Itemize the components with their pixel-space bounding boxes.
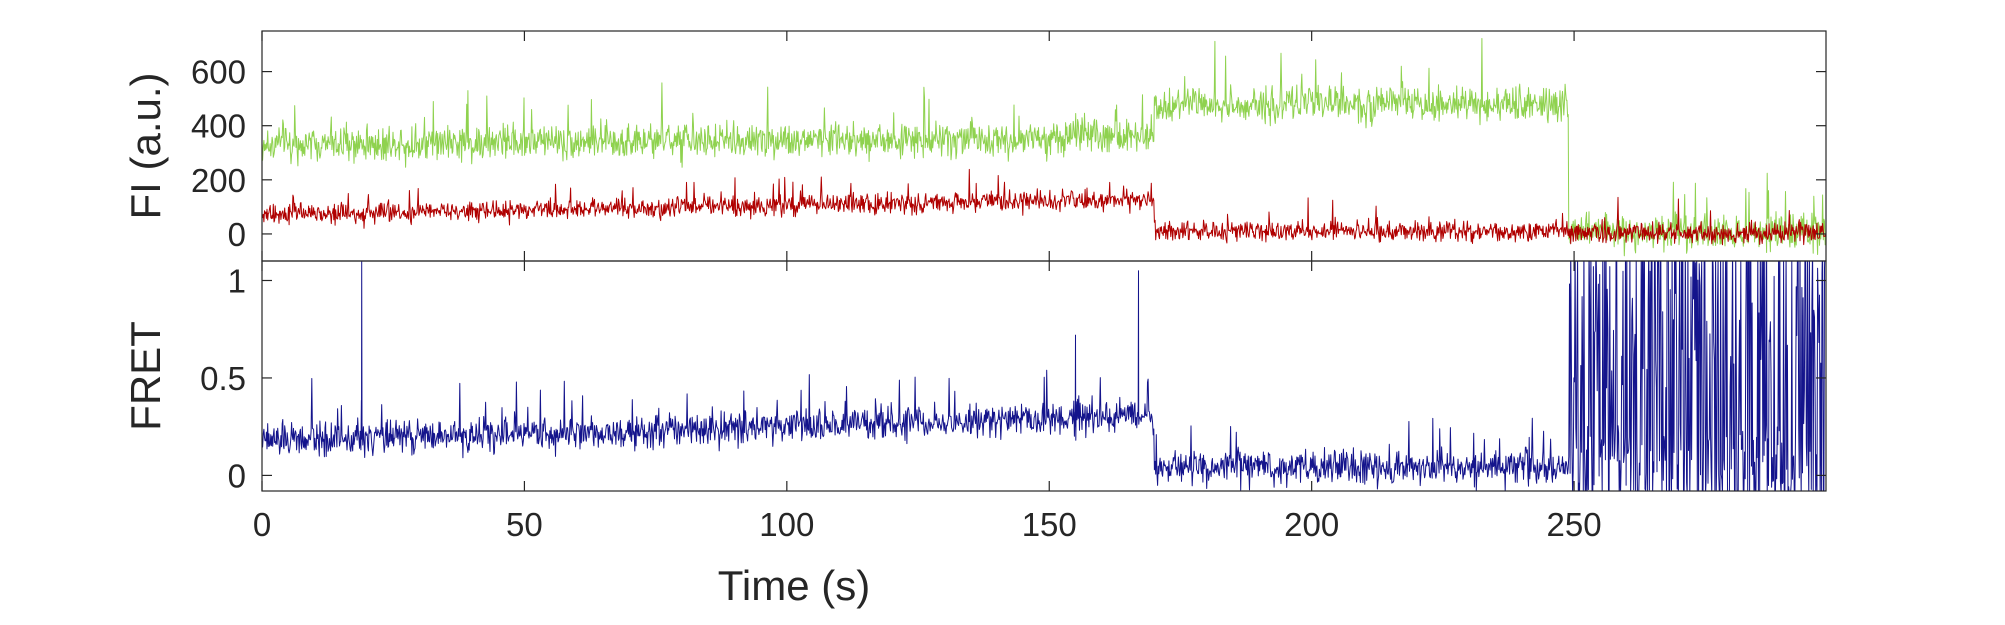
fluorescence-plot-area [262,38,1826,257]
fret-efficiency-panel: 0 0.5 1 0 50 100 150 200 250 FRET Time (s) [122,260,1827,609]
fret-ticks: 0 0.5 1 0 50 100 150 200 250 [200,261,1826,543]
top-series-line-0 [262,38,1826,257]
top-y-tick-label: 600 [191,54,246,91]
top-y-tick-label: 200 [191,162,246,199]
top-series-line-1 [262,168,1826,246]
fluorescence-intensity-panel: 0 200 400 600 FI (a.u.) [122,30,1827,262]
fret-y-axis-title: FRET [122,321,169,431]
bottom-y-tick-label: 0 [228,457,246,494]
top-y-tick-label: 400 [191,108,246,145]
fluorescence-ticks: 0 200 400 600 [191,31,1826,261]
fluorescence-axes-box [261,30,1827,262]
top-y-tick-label: 0 [228,216,246,253]
bottom-x-tick-label: 0 [253,506,271,543]
fret-axes-box [261,260,1827,492]
bottom-x-tick-label: 100 [759,506,814,543]
bottom-x-tick-label: 200 [1284,506,1339,543]
bottom-x-tick-label: 250 [1547,506,1602,543]
bottom-x-tick-label: 150 [1022,506,1077,543]
fluorescence-y-axis-title: FI (a.u.) [122,72,169,219]
time-x-axis-title: Time (s) [718,562,870,609]
fret-plot-area [262,261,1826,491]
bottom-y-tick-label: 0.5 [200,360,246,397]
bottom-series-line-0 [262,261,1826,491]
bottom-x-tick-label: 50 [506,506,543,543]
bottom-y-tick-label: 1 [228,262,246,299]
